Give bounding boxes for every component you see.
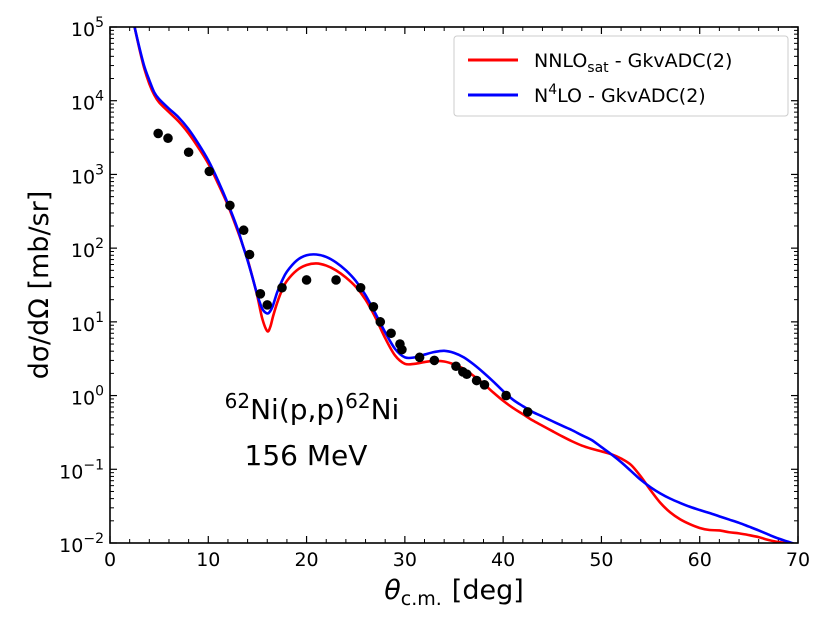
x-tick-label: 0 <box>104 549 116 571</box>
data-point <box>522 407 533 417</box>
legend-nnlosat-rest: - GkvADC(2) <box>609 50 733 72</box>
y-tick-base: 10 <box>71 388 95 410</box>
data-point <box>331 275 341 285</box>
data-point <box>244 249 255 260</box>
legend-n4lo-rest: LO - GkvADC(2) <box>557 85 706 107</box>
data-point <box>375 317 386 327</box>
data-point <box>301 275 312 285</box>
x-tick-label: 50 <box>589 549 613 571</box>
y-tick-label: 105 <box>71 15 104 41</box>
data-point <box>429 355 440 366</box>
legend-box <box>453 35 789 117</box>
legend-label-nnlosat: NNLOsat - GkvADC(2) <box>534 50 732 76</box>
data-point <box>183 147 194 158</box>
data-point <box>238 225 249 236</box>
y-tick-label: 10−2 <box>59 531 104 557</box>
reaction-post: Ni <box>371 393 400 426</box>
y-tick-base: 10 <box>71 314 95 336</box>
y-tick-base: 10 <box>71 93 95 115</box>
data-point <box>355 282 366 293</box>
x-axis-symbol: θ <box>384 575 401 606</box>
data-point <box>386 328 396 339</box>
y-tick-exponent: −1 <box>83 457 104 473</box>
y-tick-exponent: 5 <box>95 15 104 31</box>
y-tick-label: 103 <box>71 162 104 188</box>
x-tick-label: 60 <box>688 549 712 571</box>
data-point <box>471 375 482 386</box>
x-tick-labels: 0 10 20 30 40 50 60 70 <box>104 549 810 571</box>
data-point <box>153 128 163 139</box>
y-tick-exponent: 2 <box>95 236 104 252</box>
y-tick-exponent: 0 <box>95 384 104 400</box>
y-tick-base: 10 <box>59 461 83 483</box>
reaction-pre-sup: 62 <box>225 389 250 413</box>
data-point <box>255 289 266 299</box>
x-tick-label: 40 <box>491 549 515 571</box>
y-tick-label: 10−1 <box>59 457 104 483</box>
data-point <box>461 369 472 379</box>
x-tick-label: 10 <box>196 549 220 571</box>
x-tick-label: 20 <box>294 549 318 571</box>
data-point <box>451 361 461 372</box>
legend-n4lo-sup: 4 <box>548 82 557 98</box>
plot-frame <box>109 26 799 544</box>
reaction-mid-sup: 62 <box>345 389 370 413</box>
x-axis-unit: [deg] <box>452 575 524 606</box>
legend-nnlosat-main: NNLO <box>534 50 587 72</box>
y-axis-title: dσ/dΩ [mb/sr] <box>24 191 55 379</box>
y-tick-base: 10 <box>71 240 95 262</box>
y-tick-exponent: 4 <box>95 89 104 105</box>
y-tick-base: 10 <box>71 166 95 188</box>
reaction-label: 62Ni(p,p)62Ni <box>225 389 400 426</box>
x-axis-subscript: c.m. <box>401 588 442 610</box>
series-line-n4lo <box>133 27 797 543</box>
energy-label: 156 MeV <box>245 439 368 472</box>
data-point <box>368 302 379 312</box>
data-points-layer <box>153 128 533 417</box>
y-tick-label: 100 <box>71 384 104 410</box>
x-tick-label: 30 <box>393 549 417 571</box>
data-point <box>163 133 173 144</box>
y-tick-label: 102 <box>71 236 104 262</box>
series-layer <box>133 27 797 543</box>
data-point <box>225 200 235 211</box>
x-tick-label: 70 <box>786 549 810 571</box>
data-point <box>204 166 215 177</box>
legend-n4lo-pre: N <box>534 85 548 107</box>
legend: NNLOsat - GkvADC(2) N4LO - GkvADC(2) <box>453 35 789 117</box>
data-point <box>262 300 273 310</box>
y-tick-base: 10 <box>71 19 95 41</box>
data-point <box>277 282 287 293</box>
data-point <box>414 352 425 363</box>
y-tick-label: 104 <box>71 89 104 115</box>
data-point <box>479 379 490 390</box>
y-tick-label: 101 <box>71 310 104 336</box>
legend-label-n4lo: N4LO - GkvADC(2) <box>534 82 706 107</box>
data-point <box>397 344 407 355</box>
y-tick-exponent: 3 <box>95 162 104 178</box>
y-tick-exponent: −2 <box>83 531 104 547</box>
data-point <box>501 390 511 401</box>
y-tick-base: 10 <box>59 535 83 557</box>
y-tick-exponent: 1 <box>95 310 104 326</box>
reaction-main: Ni(p,p) <box>250 393 345 426</box>
legend-nnlosat-sub: sat <box>587 60 609 76</box>
x-axis-title: θc.m. [deg] <box>384 575 524 610</box>
